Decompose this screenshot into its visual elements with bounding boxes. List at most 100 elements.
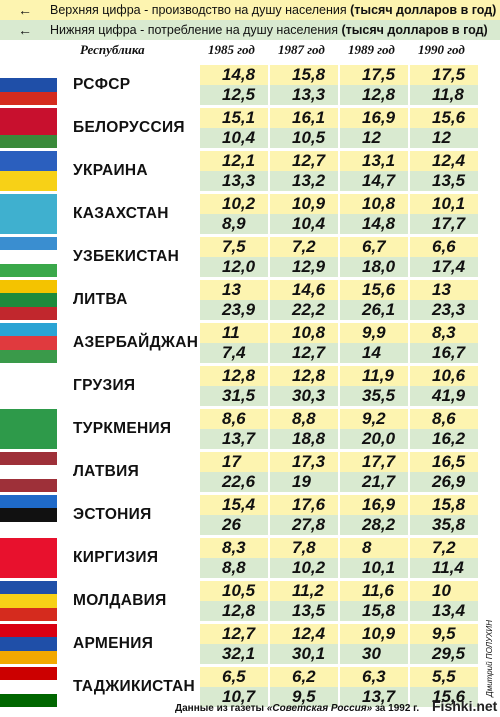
consumption-value: 11,8: [410, 85, 478, 105]
consumption-value: 12: [340, 128, 408, 148]
production-value: 15,8: [410, 495, 478, 515]
consumption-value: 13,5: [270, 601, 338, 621]
production-value: 16,9: [340, 495, 408, 515]
production-value: 10,2: [200, 194, 268, 214]
kyrgyzstan-flag-icon: [0, 538, 57, 578]
source-newspaper: «Советская Россия»: [266, 703, 373, 714]
republic-name: БЕЛОРУССИЯ: [73, 119, 185, 136]
consumption-value: 29,5: [410, 644, 478, 664]
production-value: 14,8: [200, 65, 268, 85]
republic-name: ТУРКМЕНИЯ: [73, 420, 172, 437]
latvia-flag-icon: [0, 452, 57, 492]
production-value: 8,6: [410, 409, 478, 429]
consumption-value: 32,1: [200, 644, 268, 664]
production-value: 6,7: [340, 237, 408, 257]
consumption-value: 14: [340, 343, 408, 363]
production-value: 8,8: [270, 409, 338, 429]
production-value: 12,4: [270, 624, 338, 644]
republic-name: ЛИТВА: [73, 291, 128, 308]
consumption-value: 13,7: [200, 429, 268, 449]
production-value: 11,9: [340, 366, 408, 386]
production-value: 10,6: [410, 366, 478, 386]
production-value: 7,2: [410, 538, 478, 558]
author-credit: Дмитрий ПОЛУХИН: [485, 620, 494, 697]
legend-top-unit: (тысяч долларов в год): [350, 3, 497, 17]
production-value: 16,1: [270, 108, 338, 128]
production-value: 9,9: [340, 323, 408, 343]
consumption-value: 13,3: [270, 85, 338, 105]
table-row: ТУРКМЕНИЯ 8,6 8,8 9,2 8,6 13,7 18,8 20,0 16,2: [0, 408, 500, 450]
source-prefix: Данные из газеты: [175, 703, 267, 714]
consumption-value: 16,2: [410, 429, 478, 449]
table-row: БЕЛОРУССИЯ 15,1 16,1 16,9 15,6 10,4 10,5 12 12: [0, 107, 500, 149]
consumption-value: 12,5: [200, 85, 268, 105]
production-value: 5,5: [410, 667, 478, 687]
production-value: 14,6: [270, 280, 338, 300]
production-value: 15,6: [410, 108, 478, 128]
consumption-value: 10,4: [200, 128, 268, 148]
kazakhstan-flag-icon: [0, 194, 57, 234]
production-value: 10,9: [340, 624, 408, 644]
production-value: 8,6: [200, 409, 268, 429]
republic-name: АЗЕРБАЙДЖАН: [73, 334, 199, 351]
production-value: 17: [200, 452, 268, 472]
consumption-value: 13,3: [200, 171, 268, 191]
ukraine-flag-icon: [0, 151, 57, 191]
source-footer: Данные из газеты «Советская Россия» за 1…: [175, 703, 419, 714]
production-value: 6,3: [340, 667, 408, 687]
legend-top: ← Верхняя цифра - производство на душу н…: [0, 0, 500, 20]
column-header-year: 1989 год: [348, 42, 395, 57]
consumption-value: 10,5: [270, 128, 338, 148]
legend-bottom-text: Нижняя цифра - потребление на душу насел…: [50, 23, 338, 37]
table-row: ГРУЗИЯ 12,8 12,8 11,9 10,6 31,5 30,3 35,5 41,9: [0, 365, 500, 407]
production-value: 11,6: [340, 581, 408, 601]
republic-name: ЭСТОНИЯ: [73, 506, 152, 523]
consumption-value: 11,4: [410, 558, 478, 578]
production-value: 7,5: [200, 237, 268, 257]
consumption-value: 23,9: [200, 300, 268, 320]
republic-name: ТАДЖИКИСТАН: [73, 678, 196, 695]
consumption-value: 30: [340, 644, 408, 664]
production-value: 6,5: [200, 667, 268, 687]
production-value: 15,1: [200, 108, 268, 128]
production-value: 6,6: [410, 237, 478, 257]
consumption-value: 12,8: [200, 601, 268, 621]
production-value: 10: [410, 581, 478, 601]
consumption-value: 31,5: [200, 386, 268, 406]
production-value: 12,7: [200, 624, 268, 644]
table-row: ТАДЖИКИСТАН 6,5 6,2 6,3 5,5 10,7 9,5 13,7 15,6: [0, 666, 500, 708]
source-suffix: за 1992 г.: [372, 703, 420, 714]
production-value: 15,8: [270, 65, 338, 85]
table-row: УЗБЕКИСТАН 7,5 7,2 6,7 6,6 12,0 12,9 18,0 17,4: [0, 236, 500, 278]
production-value: 15,6: [340, 280, 408, 300]
lithuania-flag-icon: [0, 280, 57, 320]
azerbaijan-flag-icon: [0, 323, 57, 363]
consumption-value: 41,9: [410, 386, 478, 406]
consumption-value: 8,8: [200, 558, 268, 578]
consumption-value: 26,1: [340, 300, 408, 320]
consumption-value: 35,8: [410, 515, 478, 535]
consumption-value: 13,4: [410, 601, 478, 621]
production-value: 9,2: [340, 409, 408, 429]
production-value: 7,8: [270, 538, 338, 558]
table-row: КАЗАХСТАН 10,2 10,9 10,8 10,1 8,9 10,4 14,8 17,7: [0, 193, 500, 235]
production-value: 11: [200, 323, 268, 343]
production-value: 17,3: [270, 452, 338, 472]
consumption-value: 22,2: [270, 300, 338, 320]
consumption-value: 26,9: [410, 472, 478, 492]
legend-bottom: ← Нижняя цифра - потребление на душу нас…: [0, 20, 500, 40]
turkmenistan-flag-icon: [0, 409, 57, 449]
production-value: 15,4: [200, 495, 268, 515]
production-value: 10,1: [410, 194, 478, 214]
uzbekistan-flag-icon: [0, 237, 57, 277]
republic-name: РСФСР: [73, 76, 131, 93]
republic-name: АРМЕНИЯ: [73, 635, 154, 652]
production-value: 10,9: [270, 194, 338, 214]
consumption-value: 12,9: [270, 257, 338, 277]
legend-top-text: Верхняя цифра - производство на душу нас…: [50, 3, 347, 17]
moldova-flag-icon: [0, 581, 57, 621]
production-value: 10,8: [270, 323, 338, 343]
production-value: 12,1: [200, 151, 268, 171]
consumption-value: 19: [270, 472, 338, 492]
production-value: 10,5: [200, 581, 268, 601]
